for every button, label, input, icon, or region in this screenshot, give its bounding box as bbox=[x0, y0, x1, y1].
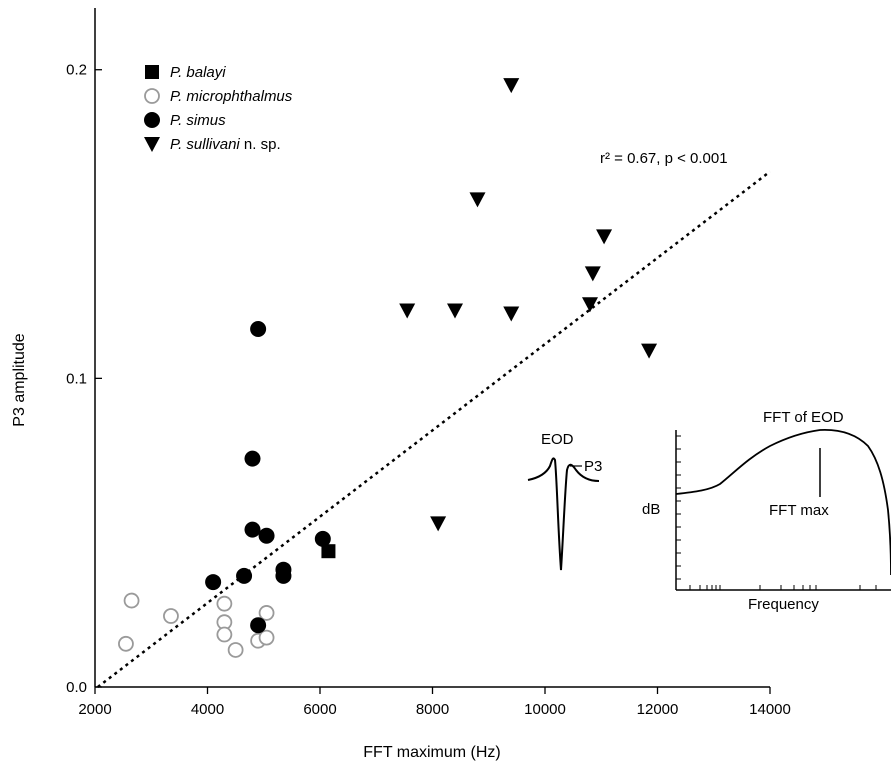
x-ticks: 2000 4000 6000 8000 10000 12000 14000 bbox=[78, 687, 791, 718]
y-axis-title: P3 amplitude bbox=[11, 333, 28, 426]
legend-entry: P. balayi bbox=[170, 64, 226, 81]
fft-curve bbox=[675, 429, 891, 576]
point-p-microphthalmus bbox=[163, 608, 179, 624]
legend-marker bbox=[144, 112, 160, 128]
point-p-simus bbox=[314, 530, 331, 547]
point-p-simus bbox=[205, 574, 222, 591]
fft-x-ticks bbox=[689, 585, 877, 590]
y-tick-label: 0.1 bbox=[66, 370, 87, 387]
point-p-microphthalmus bbox=[258, 605, 275, 621]
point-p-simus bbox=[250, 320, 267, 337]
legend-entry: P. sullivani n. sp. bbox=[170, 136, 281, 153]
legend: P. balayi P. microphthalmus P. simus P. sul… bbox=[144, 64, 293, 153]
legend-marker bbox=[144, 88, 160, 104]
point-p-sullivani bbox=[582, 297, 598, 313]
fft-y-label: dB bbox=[642, 501, 660, 518]
y-ticks: 0.0 0.1 0.2 bbox=[66, 62, 102, 696]
point-p-balayi bbox=[321, 544, 336, 559]
point-p-sullivani bbox=[430, 516, 447, 532]
legend-entry: P. simus bbox=[170, 112, 226, 129]
fft-max-label: FFT max bbox=[769, 502, 829, 519]
regression-label: r² = 0.67, p < 0.001 bbox=[600, 150, 728, 167]
point-p-sullivani bbox=[503, 306, 520, 322]
point-p-sullivani bbox=[503, 78, 520, 94]
point-p-sullivani bbox=[469, 192, 486, 208]
x-axis-title: FFT maximum (Hz) bbox=[363, 744, 500, 761]
point-p-sullivani bbox=[584, 266, 601, 282]
point-p-simus bbox=[250, 617, 267, 634]
point-p-microphthalmus bbox=[118, 635, 134, 652]
legend-marker bbox=[145, 65, 159, 79]
eod-label: EOD bbox=[541, 431, 574, 448]
fft-inset: FFT of EOD FFT max dB Frequency bbox=[642, 409, 891, 613]
y-tick-label: 0.0 bbox=[66, 679, 87, 696]
point-p-sullivani bbox=[596, 229, 613, 245]
point-p-microphthalmus bbox=[123, 592, 140, 609]
point-p-microphthalmus bbox=[216, 626, 233, 643]
point-p-sullivani bbox=[399, 303, 416, 319]
point-p-simus bbox=[244, 521, 261, 538]
axes bbox=[94, 8, 770, 688]
x-tick-label: 10000 bbox=[524, 701, 566, 718]
point-p-microphthalmus bbox=[216, 595, 233, 612]
legend-marker bbox=[144, 137, 160, 152]
x-tick-label: 14000 bbox=[749, 701, 791, 718]
x-tick-label: 4000 bbox=[191, 701, 224, 718]
x-tick-label: 12000 bbox=[637, 701, 679, 718]
p3-label: P3 bbox=[584, 458, 602, 475]
point-p-sullivani bbox=[447, 303, 463, 319]
x-tick-label: 6000 bbox=[303, 701, 336, 718]
x-tick-label: 2000 bbox=[78, 701, 111, 718]
point-p-simus bbox=[258, 527, 275, 544]
y-tick-label: 0.2 bbox=[66, 62, 87, 79]
eod-waveform bbox=[527, 457, 600, 571]
point-p-simus bbox=[236, 567, 253, 584]
point-p-microphthalmus bbox=[258, 629, 275, 646]
fft-x-label: Frequency bbox=[748, 596, 819, 613]
eod-inset: EOD P3 bbox=[527, 431, 602, 571]
x-tick-label: 8000 bbox=[416, 701, 449, 718]
legend-entry: P. microphthalmus bbox=[170, 88, 293, 105]
data-points bbox=[118, 78, 658, 658]
regression-line bbox=[97, 170, 771, 688]
fft-y-ticks bbox=[676, 435, 681, 580]
fft-title: FFT of EOD bbox=[763, 409, 844, 426]
point-p-microphthalmus bbox=[227, 642, 244, 658]
point-p-simus bbox=[244, 450, 261, 467]
point-p-sullivani bbox=[641, 343, 658, 359]
point-p-simus bbox=[275, 567, 292, 584]
